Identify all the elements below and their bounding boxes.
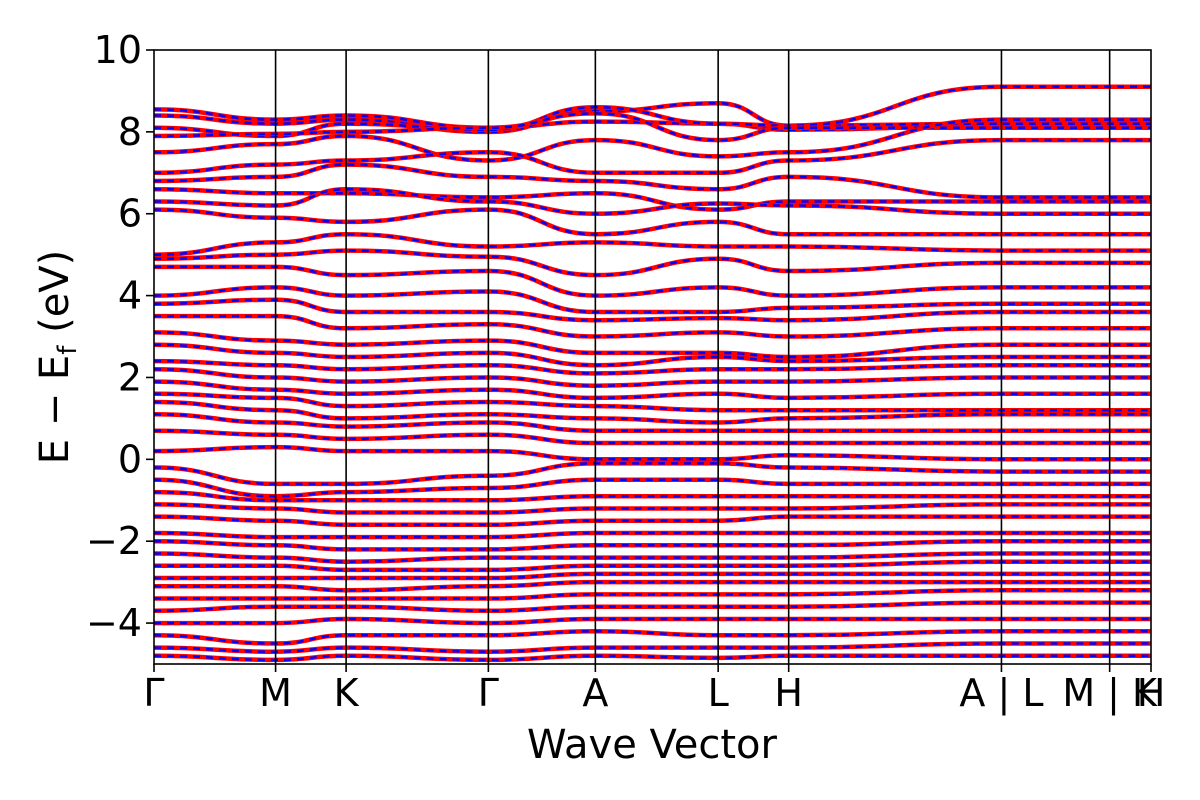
- band-14-blue: [154, 286, 1151, 314]
- y-axis-title: E − Ef (eV): [32, 250, 83, 465]
- band-30-blue: [154, 503, 1151, 514]
- band-43-blue: [154, 654, 1151, 662]
- band-4-blue: [154, 112, 1151, 142]
- band-28-blue: [154, 478, 1151, 498]
- x-tick-label: H: [774, 671, 803, 715]
- high-symmetry-lines: [274, 50, 1111, 664]
- band-41-blue: [154, 630, 1151, 645]
- band-24-blue: [154, 413, 1151, 432]
- band-20-blue: [154, 368, 1151, 387]
- band-34-blue: [154, 552, 1151, 563]
- y-tick-label: −2: [86, 519, 142, 563]
- y-tick-label: 8: [118, 110, 142, 154]
- band-35-blue: [154, 560, 1151, 572]
- y-tick-label: 6: [118, 192, 142, 236]
- band-40-blue: [154, 617, 1151, 625]
- band-32-blue: [154, 531, 1151, 539]
- band-29-blue: [154, 490, 1151, 502]
- band-10-blue: [154, 208, 1151, 236]
- band-3-blue: [154, 85, 1151, 138]
- band-23-blue: [154, 400, 1151, 424]
- band-25-blue: [154, 429, 1151, 445]
- x-tick-label: K: [334, 671, 360, 715]
- band-lines: [154, 84, 1151, 663]
- y-tick-label: 4: [118, 274, 142, 318]
- band-42-blue: [154, 642, 1151, 653]
- band-12-blue: [154, 249, 1151, 277]
- band-13-blue: [154, 265, 1151, 297]
- band-9-blue: [154, 187, 1151, 215]
- y-tick-label: −4: [86, 601, 142, 645]
- y-axis-title-suffix: (eV): [32, 250, 78, 346]
- band-22-blue: [154, 392, 1151, 412]
- x-tick-label: M: [259, 671, 292, 715]
- band-21-blue: [154, 380, 1151, 400]
- band-17-blue: [154, 331, 1151, 359]
- band-26-blue: [154, 445, 1151, 461]
- band-16-blue: [154, 314, 1151, 338]
- x-tick-label: A | L: [959, 671, 1043, 716]
- plot-frame: [153, 49, 1152, 665]
- band-33-blue: [154, 539, 1151, 551]
- band-36-blue: [154, 572, 1151, 580]
- band-11-blue: [154, 232, 1151, 256]
- y-tick-label: 2: [118, 355, 142, 399]
- y-tick-label: 10: [94, 28, 142, 72]
- band-31-blue: [154, 515, 1151, 527]
- band-7-red: [154, 162, 1151, 200]
- band-37-blue: [154, 580, 1151, 592]
- y-axis-title-subscript: f: [53, 345, 83, 355]
- band-6-blue: [154, 138, 1151, 175]
- x-tick-label: Γ: [143, 671, 164, 715]
- band-5-red: [154, 117, 1151, 163]
- band-27-blue: [154, 462, 1151, 486]
- y-axis: −4 −2 0 2 4 6 8 10: [86, 28, 154, 645]
- x-axis-title: Wave Vector: [527, 722, 778, 768]
- band-18-blue: [154, 343, 1151, 367]
- x-tick-label: Γ: [478, 671, 499, 715]
- band-39-blue: [154, 601, 1151, 613]
- band-19-blue: [154, 359, 1151, 375]
- x-tick-label: H: [1137, 671, 1166, 715]
- band-38-blue: [154, 589, 1151, 600]
- x-tick-label: A: [582, 671, 608, 715]
- y-axis-title-prefix: E − E: [32, 355, 78, 465]
- x-tick-label: L: [708, 671, 729, 715]
- band-15-blue: [154, 298, 1151, 322]
- x-tick-label: M | K: [1062, 671, 1158, 716]
- band-8-blue: [154, 187, 1151, 211]
- y-tick-label: 0: [118, 437, 142, 481]
